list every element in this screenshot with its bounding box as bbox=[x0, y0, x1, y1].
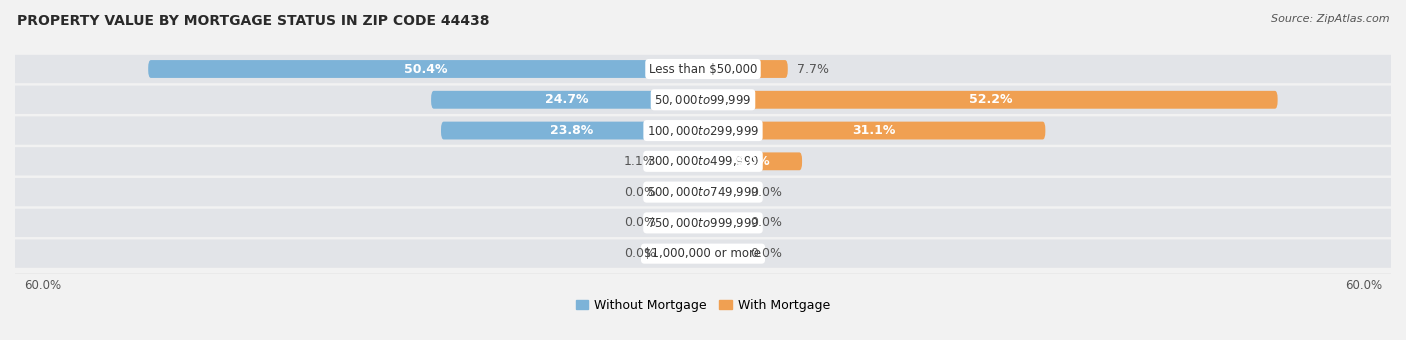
Text: 7.7%: 7.7% bbox=[797, 63, 828, 75]
Text: 0.0%: 0.0% bbox=[624, 186, 655, 199]
Text: Source: ZipAtlas.com: Source: ZipAtlas.com bbox=[1271, 14, 1389, 23]
FancyBboxPatch shape bbox=[10, 55, 1396, 83]
FancyBboxPatch shape bbox=[703, 60, 787, 78]
FancyBboxPatch shape bbox=[703, 183, 741, 201]
FancyBboxPatch shape bbox=[665, 183, 703, 201]
FancyBboxPatch shape bbox=[10, 178, 1396, 206]
Text: $100,000 to $299,999: $100,000 to $299,999 bbox=[647, 123, 759, 138]
FancyBboxPatch shape bbox=[441, 122, 703, 139]
FancyBboxPatch shape bbox=[10, 209, 1396, 237]
FancyBboxPatch shape bbox=[665, 214, 703, 232]
Text: Less than $50,000: Less than $50,000 bbox=[648, 63, 758, 75]
FancyBboxPatch shape bbox=[432, 91, 703, 109]
Text: 52.2%: 52.2% bbox=[969, 93, 1012, 106]
Text: $750,000 to $999,999: $750,000 to $999,999 bbox=[647, 216, 759, 230]
FancyBboxPatch shape bbox=[148, 60, 703, 78]
Text: $500,000 to $749,999: $500,000 to $749,999 bbox=[647, 185, 759, 199]
FancyBboxPatch shape bbox=[10, 239, 1396, 268]
Text: $50,000 to $99,999: $50,000 to $99,999 bbox=[654, 93, 752, 107]
FancyBboxPatch shape bbox=[703, 214, 741, 232]
Text: 0.0%: 0.0% bbox=[624, 247, 655, 260]
Text: PROPERTY VALUE BY MORTGAGE STATUS IN ZIP CODE 44438: PROPERTY VALUE BY MORTGAGE STATUS IN ZIP… bbox=[17, 14, 489, 28]
Text: 23.8%: 23.8% bbox=[550, 124, 593, 137]
Text: 0.0%: 0.0% bbox=[624, 216, 655, 230]
Text: 0.0%: 0.0% bbox=[751, 216, 782, 230]
Text: 24.7%: 24.7% bbox=[546, 93, 589, 106]
Text: $300,000 to $499,999: $300,000 to $499,999 bbox=[647, 154, 759, 168]
Text: 9.0%: 9.0% bbox=[735, 155, 770, 168]
Text: 0.0%: 0.0% bbox=[751, 186, 782, 199]
Text: $1,000,000 or more: $1,000,000 or more bbox=[644, 247, 762, 260]
Text: 0.0%: 0.0% bbox=[751, 247, 782, 260]
FancyBboxPatch shape bbox=[10, 116, 1396, 145]
FancyBboxPatch shape bbox=[703, 122, 1045, 139]
FancyBboxPatch shape bbox=[665, 245, 703, 262]
Text: 1.1%: 1.1% bbox=[624, 155, 655, 168]
Text: 31.1%: 31.1% bbox=[852, 124, 896, 137]
FancyBboxPatch shape bbox=[665, 152, 703, 170]
Text: 50.4%: 50.4% bbox=[404, 63, 447, 75]
FancyBboxPatch shape bbox=[10, 86, 1396, 114]
FancyBboxPatch shape bbox=[10, 147, 1396, 175]
FancyBboxPatch shape bbox=[703, 245, 741, 262]
FancyBboxPatch shape bbox=[703, 91, 1278, 109]
FancyBboxPatch shape bbox=[703, 152, 801, 170]
Legend: Without Mortgage, With Mortgage: Without Mortgage, With Mortgage bbox=[571, 294, 835, 317]
